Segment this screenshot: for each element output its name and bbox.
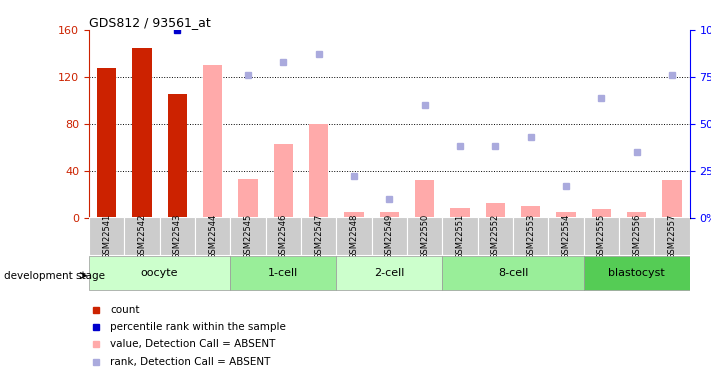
Bar [159, 217, 195, 255]
Bar [627, 211, 646, 217]
Text: GSM22548: GSM22548 [349, 214, 358, 259]
Bar [372, 217, 407, 255]
Bar [266, 217, 301, 255]
Text: GSM22553: GSM22553 [526, 214, 535, 259]
Text: GSM22556: GSM22556 [632, 214, 641, 259]
Bar [274, 144, 293, 218]
Bar [619, 217, 654, 255]
Bar [336, 256, 442, 290]
Text: GSM22557: GSM22557 [668, 214, 676, 259]
Text: value, Detection Call = ABSENT: value, Detection Call = ABSENT [110, 339, 275, 349]
Bar [521, 206, 540, 218]
Text: development stage: development stage [4, 271, 105, 280]
Bar [654, 217, 690, 255]
Text: GSM22545: GSM22545 [243, 214, 252, 259]
Text: GSM22555: GSM22555 [597, 214, 606, 259]
Text: GSM22543: GSM22543 [173, 214, 182, 259]
Bar [195, 217, 230, 255]
Bar [584, 256, 690, 290]
Text: count: count [110, 305, 139, 315]
Text: percentile rank within the sample: percentile rank within the sample [110, 322, 286, 332]
Bar [230, 217, 266, 255]
Bar [486, 203, 505, 217]
Bar [415, 180, 434, 218]
Text: GSM22554: GSM22554 [562, 214, 570, 259]
Bar [168, 94, 187, 218]
Text: GSM22547: GSM22547 [314, 214, 323, 259]
Bar [97, 68, 117, 218]
Bar [556, 211, 576, 217]
Text: GSM22550: GSM22550 [420, 214, 429, 259]
Bar [478, 217, 513, 255]
Bar [344, 211, 363, 217]
Bar [662, 180, 682, 218]
Text: GSM22552: GSM22552 [491, 214, 500, 259]
Bar [442, 217, 478, 255]
Bar [238, 179, 257, 218]
Text: GSM22546: GSM22546 [279, 214, 288, 259]
Text: GSM22542: GSM22542 [137, 214, 146, 259]
Bar [203, 65, 223, 218]
Bar [89, 217, 124, 255]
Text: rank, Detection Call = ABSENT: rank, Detection Call = ABSENT [110, 357, 270, 366]
Bar [230, 256, 336, 290]
Bar [309, 124, 328, 218]
Bar [132, 48, 151, 217]
Text: GSM22541: GSM22541 [102, 214, 111, 259]
Bar [584, 217, 619, 255]
Bar [124, 217, 159, 255]
Bar [450, 208, 470, 218]
Text: 2-cell: 2-cell [374, 268, 405, 278]
Text: GSM22544: GSM22544 [208, 214, 217, 259]
Bar [89, 256, 230, 290]
Text: GDS812 / 93561_at: GDS812 / 93561_at [89, 16, 210, 29]
Bar [407, 217, 442, 255]
Bar [442, 256, 584, 290]
Text: 8-cell: 8-cell [498, 268, 528, 278]
Text: blastocyst: blastocyst [609, 268, 665, 278]
Text: 1-cell: 1-cell [268, 268, 299, 278]
Bar [548, 217, 584, 255]
Bar [380, 211, 399, 217]
Text: oocyte: oocyte [141, 268, 178, 278]
Bar [336, 217, 372, 255]
Text: GSM22551: GSM22551 [456, 214, 464, 259]
Bar [592, 209, 611, 218]
Bar [301, 217, 336, 255]
Text: GSM22549: GSM22549 [385, 214, 394, 259]
Bar [513, 217, 548, 255]
